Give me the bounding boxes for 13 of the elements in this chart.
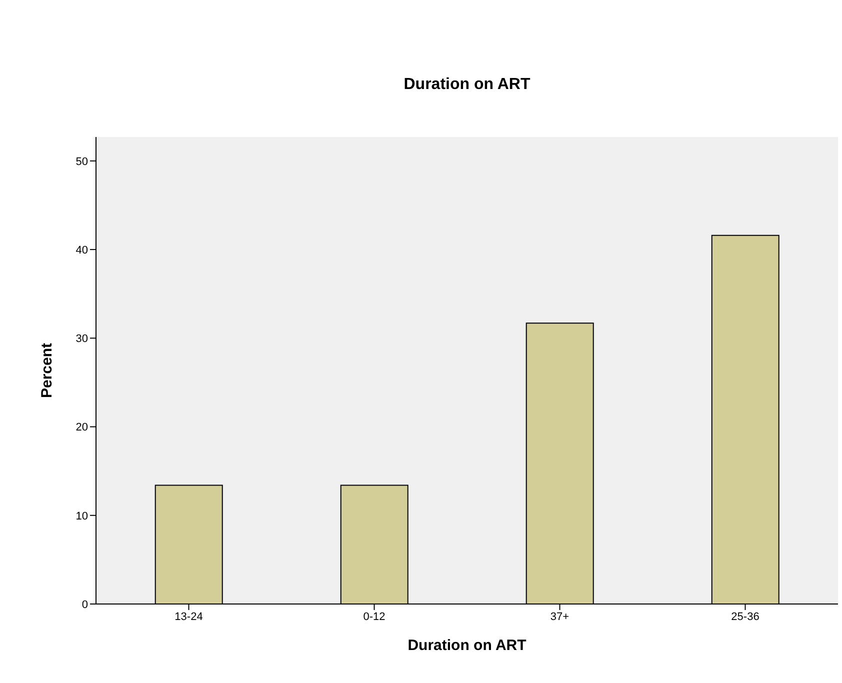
y-tick-label: 20 xyxy=(76,422,88,434)
y-tick-label: 50 xyxy=(76,156,88,168)
y-tick-label: 40 xyxy=(76,244,88,256)
chart-title: Duration on ART xyxy=(402,76,532,94)
x-axis-title: Duration on ART xyxy=(408,637,526,654)
y-tick-label: 30 xyxy=(76,333,88,346)
y-axis-title: Percent xyxy=(38,342,56,398)
y-tick-label: 0 xyxy=(82,598,88,611)
x-tick-label: 37+ xyxy=(550,610,570,623)
x-tick-label: 0-12 xyxy=(363,610,386,623)
x-tick-label: 25-36 xyxy=(731,610,760,623)
x-tick-label: 13-24 xyxy=(174,610,203,623)
y-tick-label: 10 xyxy=(76,510,88,522)
